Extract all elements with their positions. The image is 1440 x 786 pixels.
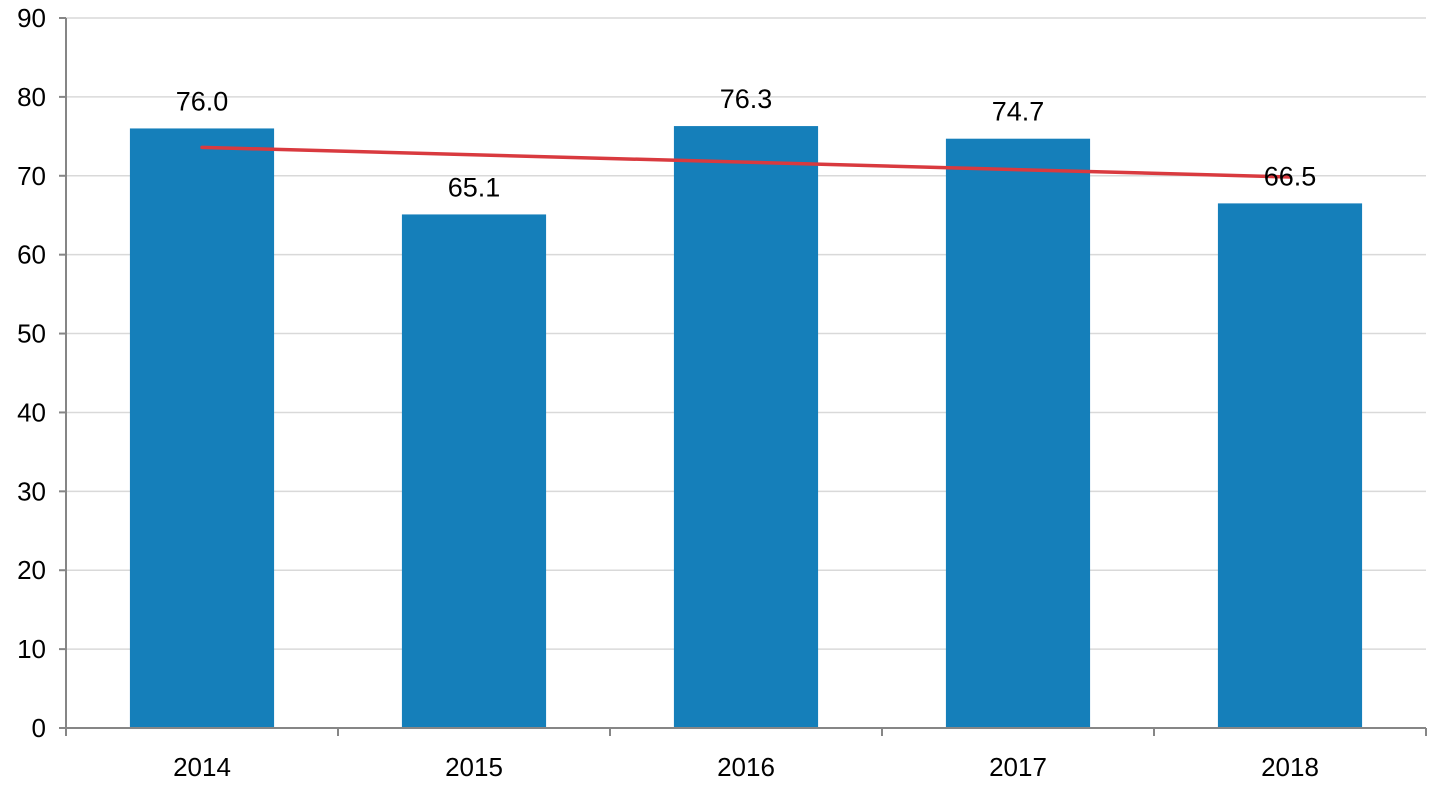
x-tick-label: 2014 xyxy=(173,752,231,782)
bar-2016 xyxy=(673,126,819,729)
bar-2017 xyxy=(945,138,1091,728)
bar-2014 xyxy=(129,128,275,728)
x-tick-label: 2016 xyxy=(717,752,775,782)
axes xyxy=(59,17,1427,736)
y-tick-label: 80 xyxy=(17,82,46,112)
trendline xyxy=(200,145,1292,179)
x-tick-label: 2015 xyxy=(445,752,503,782)
y-tick-label: 40 xyxy=(17,397,46,427)
y-tick-label: 10 xyxy=(17,634,46,664)
x-tick-label: 2017 xyxy=(989,752,1047,782)
y-tick-label: 20 xyxy=(17,555,46,585)
labels: 0 10 20 30 40 50 60 70 80 90 76.0 2014 65.1 2015 76.3 2… xyxy=(17,3,1319,782)
data-label: 65.1 xyxy=(448,172,501,202)
trendline-group xyxy=(200,145,1292,179)
data-label: 76.0 xyxy=(176,86,229,116)
y-tick-label: 50 xyxy=(17,319,46,349)
y-tick-label: 0 xyxy=(32,713,46,743)
y-tick-label: 30 xyxy=(17,476,46,506)
y-tick-label: 90 xyxy=(17,3,46,33)
x-tick-label: 2018 xyxy=(1261,752,1319,782)
data-label: 66.5 xyxy=(1264,161,1317,191)
bar-2015 xyxy=(401,214,547,728)
bar-2018 xyxy=(1217,203,1363,728)
y-tick-label: 60 xyxy=(17,240,46,270)
data-label: 76.3 xyxy=(720,84,773,114)
bars xyxy=(129,126,1363,729)
data-label: 74.7 xyxy=(992,97,1045,127)
y-tick-label: 70 xyxy=(17,161,46,191)
